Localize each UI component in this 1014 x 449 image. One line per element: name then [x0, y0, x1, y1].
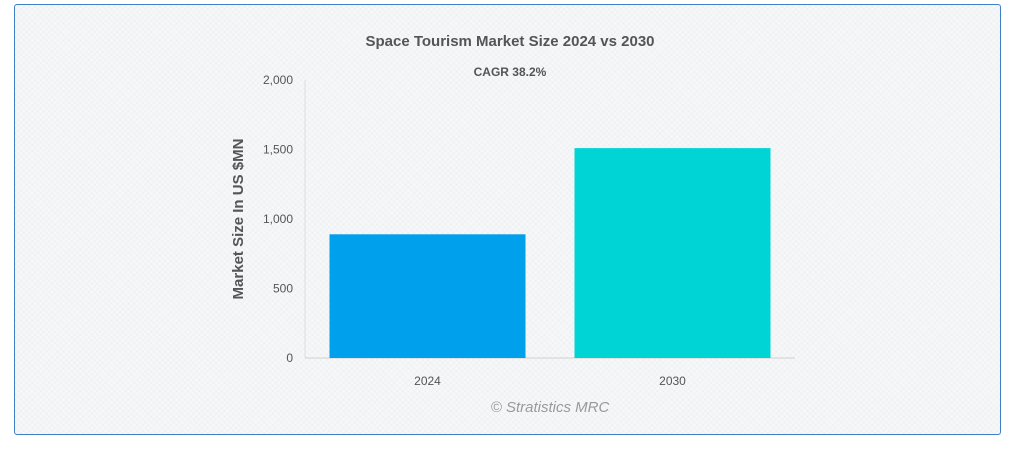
x-axis: 2024 2030 — [414, 374, 686, 388]
y-tick-label: 2,000 — [263, 73, 293, 87]
bars — [329, 148, 771, 358]
x-tick-label: 2030 — [659, 374, 686, 388]
chart-title: Space Tourism Market Size 2024 vs 2030 — [365, 33, 654, 50]
y-tick-label: 500 — [273, 282, 293, 296]
bar-2030 — [574, 148, 771, 358]
x-tick-label: 2024 — [414, 374, 441, 388]
bar-2024 — [329, 234, 526, 358]
y-tick-label: 0 — [286, 351, 293, 365]
watermark: © Stratistics MRC — [491, 399, 610, 416]
y-axis-label: Market Size In US $MN — [230, 139, 247, 300]
chart-frame — [14, 4, 1001, 435]
chart-subtitle: CAGR 38.2% — [474, 65, 547, 79]
y-axis: 0 500 1,000 1,500 2,000 — [263, 73, 293, 365]
y-tick-label: 1,000 — [263, 212, 293, 226]
y-tick-label: 1,500 — [263, 143, 293, 157]
